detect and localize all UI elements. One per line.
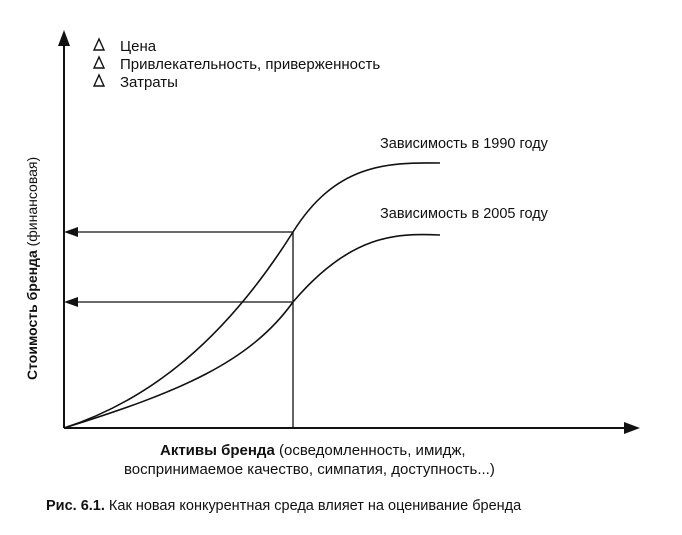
y-axis-label: Стоимость бренда (финансовая): [24, 157, 40, 380]
triangle-icon: [92, 55, 106, 69]
triangle-icon: [92, 73, 106, 87]
curve-1990-label: Зависимость в 1990 году: [380, 136, 549, 152]
curve-2005-label: Зависимость в 2005 году: [380, 206, 549, 222]
legend-item-price: Цена: [120, 38, 157, 55]
triangle-icon: [92, 37, 106, 51]
arrow-up-icon: [58, 30, 70, 46]
curve-2005: [63, 233, 441, 429]
legend-item-costs: Затраты: [120, 74, 178, 91]
legend-item-attractiveness: Привлекательность, приверженность: [120, 56, 380, 73]
arrow-left-icon: [64, 227, 78, 237]
legend: Цена Привлекательность, приверженность З…: [92, 37, 380, 91]
figure-caption: Рис. 6.1. Как новая конкурентная среда в…: [46, 498, 522, 514]
arrow-right-icon: [624, 422, 640, 434]
x-axis-label: Активы бренда (осведомленность, имидж,: [160, 442, 466, 459]
arrow-left-icon: [64, 297, 78, 307]
x-axis-label-line2: воспринимаемое качество, симпатия, досту…: [124, 461, 495, 478]
curve-1990: [63, 162, 441, 429]
